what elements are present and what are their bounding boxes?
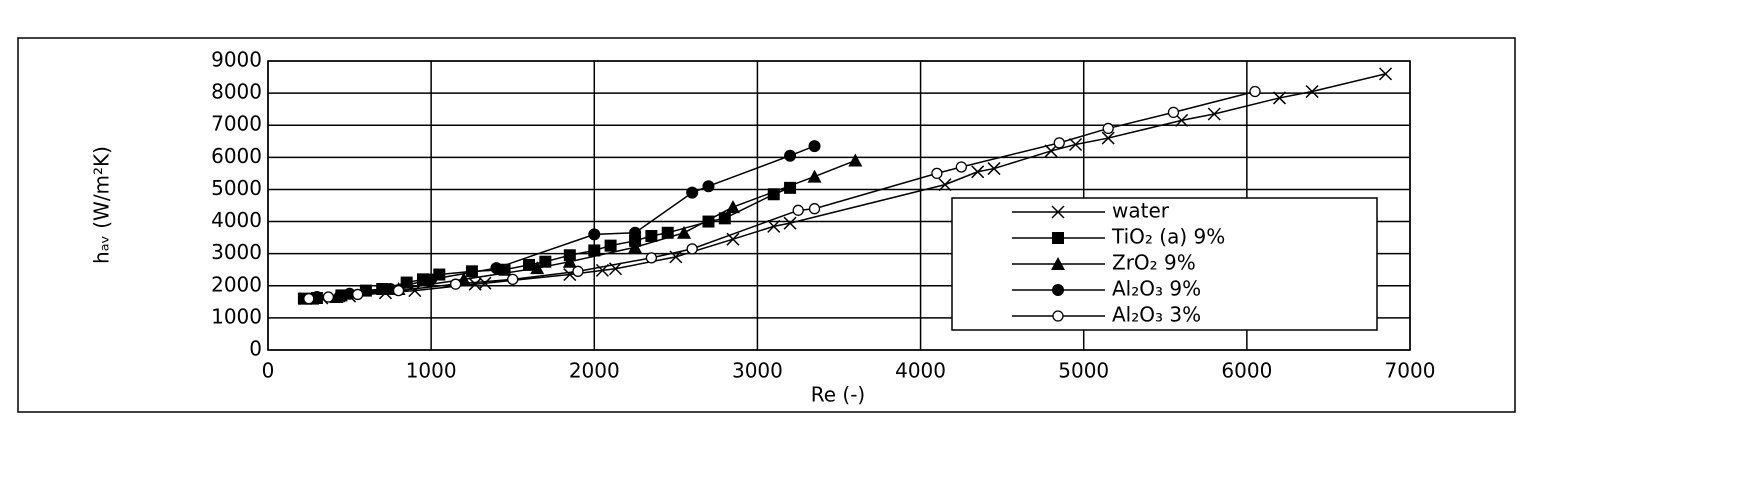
- y-tick-label: 2000: [211, 272, 262, 296]
- x-tick-label: 0: [262, 359, 275, 383]
- x-tick-label: 2000: [569, 359, 620, 383]
- marker: [783, 216, 797, 230]
- marker: [784, 149, 797, 162]
- marker: [588, 244, 601, 257]
- marker: [1052, 232, 1064, 244]
- marker: [490, 262, 503, 275]
- marker: [1207, 107, 1221, 121]
- x-tick-label: 4000: [895, 359, 946, 383]
- legend-label: Al₂O₃ 3%: [1112, 303, 1201, 327]
- x-tick-label: 7000: [1385, 359, 1436, 383]
- marker: [702, 180, 715, 193]
- marker: [1102, 122, 1114, 135]
- marker: [352, 288, 364, 301]
- y-tick-label: 4000: [211, 208, 262, 232]
- marker: [465, 265, 478, 278]
- y-tick-label: 6000: [211, 144, 262, 168]
- marker: [628, 240, 643, 254]
- marker: [1101, 131, 1115, 145]
- legend-label: Al₂O₃ 9%: [1112, 277, 1201, 301]
- marker: [987, 162, 1001, 176]
- marker: [588, 228, 601, 241]
- x-tick-label: 6000: [1221, 359, 1272, 383]
- y-tick-label: 7000: [211, 112, 262, 136]
- marker: [303, 292, 315, 305]
- marker: [807, 169, 822, 183]
- y-tick-label: 1000: [211, 304, 262, 328]
- marker: [322, 291, 335, 303]
- marker: [629, 226, 642, 239]
- x-tick-label: 5000: [1058, 359, 1109, 383]
- legend-label: TiO₂ (a) 9%: [1111, 225, 1225, 249]
- marker: [530, 261, 545, 275]
- marker: [1053, 137, 1065, 149]
- marker: [1249, 85, 1261, 98]
- y-tick-label: 5000: [211, 176, 262, 200]
- marker: [677, 225, 692, 239]
- x-axis-label: Re (-): [811, 383, 865, 407]
- marker: [343, 287, 356, 300]
- marker: [645, 230, 658, 243]
- marker: [808, 140, 821, 153]
- marker: [718, 212, 731, 225]
- y-tick-label: 3000: [211, 240, 262, 264]
- y-axis-label: hₐᵥ (W/m²K): [90, 146, 114, 264]
- marker: [604, 239, 617, 252]
- marker: [971, 165, 985, 179]
- y-tick-label: 8000: [211, 80, 262, 104]
- marker: [392, 284, 405, 297]
- series-line: [311, 159, 856, 300]
- y-tick-label: 9000: [211, 48, 262, 72]
- legend-label: water: [1112, 199, 1170, 223]
- marker: [1052, 284, 1064, 296]
- x-tick-label: 1000: [406, 359, 457, 383]
- legend-label: ZrO₂ 9%: [1112, 251, 1196, 275]
- marker: [1069, 137, 1083, 152]
- marker: [955, 161, 968, 173]
- marker: [1051, 257, 1065, 270]
- marker: [792, 204, 804, 216]
- marker: [686, 186, 699, 199]
- marker: [848, 153, 863, 167]
- marker: [645, 252, 658, 264]
- marker: [767, 219, 781, 233]
- marker: [808, 203, 821, 215]
- marker: [449, 278, 462, 290]
- marker: [523, 258, 536, 271]
- marker: [562, 254, 577, 268]
- x-tick-label: 3000: [732, 359, 783, 383]
- marker: [1051, 205, 1065, 219]
- marker: [1052, 310, 1064, 322]
- marker: [938, 178, 952, 192]
- marker: [539, 255, 552, 268]
- marker: [572, 265, 584, 277]
- marker: [478, 276, 492, 290]
- marker: [425, 273, 438, 286]
- marker: [1167, 106, 1180, 119]
- chart-frame: [17, 37, 1516, 413]
- marker: [507, 273, 519, 286]
- marker: [661, 226, 674, 239]
- marker: [1175, 113, 1189, 127]
- marker: [1272, 91, 1287, 105]
- marker: [686, 243, 698, 255]
- y-tick-label: 0: [249, 337, 262, 361]
- marker: [1305, 84, 1319, 99]
- marker: [1044, 144, 1058, 158]
- marker: [931, 167, 943, 180]
- marker: [725, 200, 740, 214]
- series-line: [303, 187, 791, 300]
- marker: [1378, 67, 1393, 81]
